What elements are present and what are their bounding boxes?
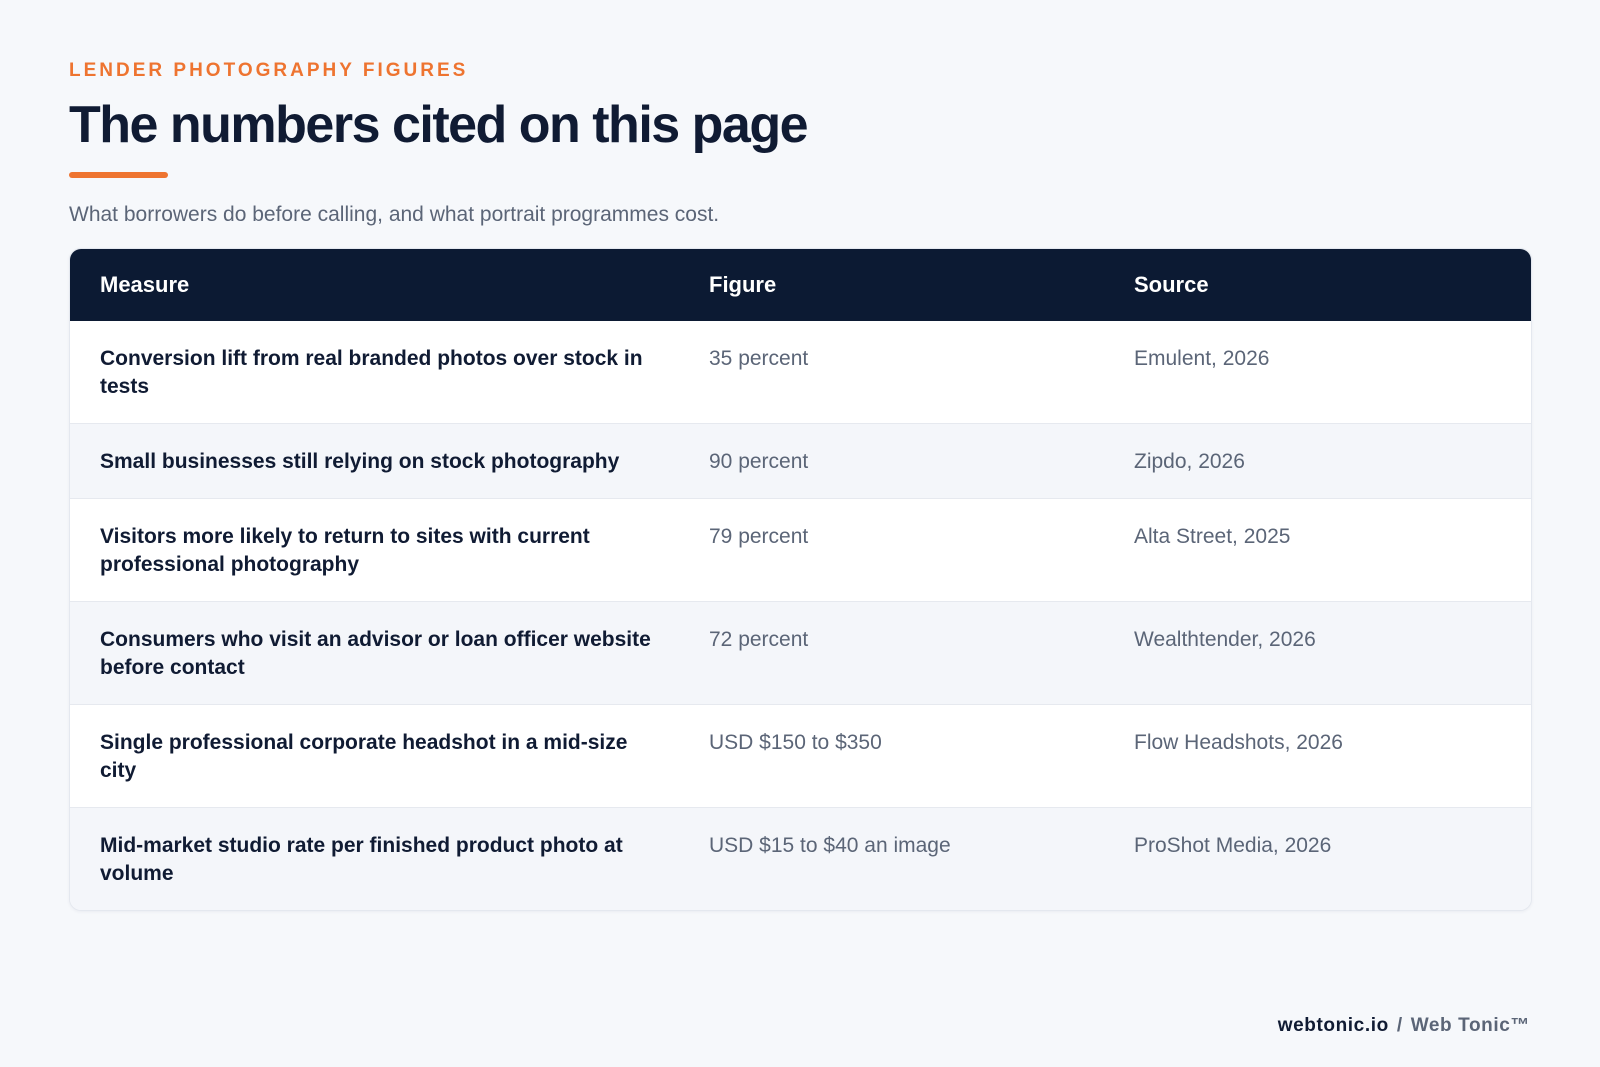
source-cell: Emulent, 2026: [1134, 347, 1270, 370]
source-cell: Flow Headshots, 2026: [1134, 731, 1343, 754]
footer-credit: webtonic.io / Web Tonic™: [1278, 1013, 1530, 1039]
table-header-row: Measure Figure Source: [70, 249, 1531, 321]
source-cell: ProShot Media, 2026: [1134, 834, 1332, 857]
table-row: Single professional corporate headshot i…: [70, 704, 1531, 808]
source-cell: Wealthtender, 2026: [1134, 628, 1316, 651]
figure-cell: USD $150 to $350: [709, 731, 882, 754]
source-cell: Zipdo, 2026: [1134, 450, 1245, 473]
measure-cell: Consumers who visit an advisor or loan o…: [100, 628, 651, 679]
measure-cell: Mid-market studio rate per finished prod…: [100, 834, 623, 885]
figure-cell: 72 percent: [709, 628, 809, 651]
measure-cell: Small businesses still relying on stock …: [100, 450, 620, 473]
figure-cell: 35 percent: [709, 347, 809, 370]
column-header-measure: Measure: [100, 272, 190, 297]
page-subtitle: What borrowers do before calling, and wh…: [69, 203, 720, 226]
eyebrow-label: LENDER PHOTOGRAPHY FIGURES: [69, 60, 469, 81]
figure-cell: USD $15 to $40 an image: [709, 834, 951, 857]
table-row: Consumers who visit an advisor or loan o…: [70, 601, 1531, 705]
footer-brand: Web Tonic™: [1410, 1015, 1530, 1036]
column-header-figure: Figure: [709, 272, 777, 297]
footer-site: webtonic.io: [1277, 1015, 1389, 1036]
figure-cell: 90 percent: [709, 450, 809, 473]
measure-cell: Single professional corporate headshot i…: [100, 731, 628, 782]
table-row: Visitors more likely to return to sites …: [70, 498, 1531, 602]
column-header-source: Source: [1134, 272, 1209, 297]
title-accent-bar: [69, 172, 168, 178]
source-cell: Alta Street, 2025: [1134, 525, 1291, 548]
measure-cell: Conversion lift from real branded photos…: [100, 347, 643, 398]
page-title: The numbers cited on this page: [69, 96, 809, 154]
table-row: Conversion lift from real branded photos…: [70, 321, 1531, 424]
footer-separator: /: [1396, 1015, 1403, 1036]
figures-table-card: Measure Figure Source Conversion lift fr…: [69, 248, 1532, 911]
page-header: LENDER PHOTOGRAPHY FIGURES The numbers c…: [69, 58, 1530, 230]
measure-cell: Visitors more likely to return to sites …: [100, 525, 590, 576]
table-row: Mid-market studio rate per finished prod…: [70, 807, 1531, 910]
table-row: Small businesses still relying on stock …: [70, 423, 1531, 499]
figure-cell: 79 percent: [709, 525, 809, 548]
figures-table: Measure Figure Source Conversion lift fr…: [70, 249, 1531, 910]
